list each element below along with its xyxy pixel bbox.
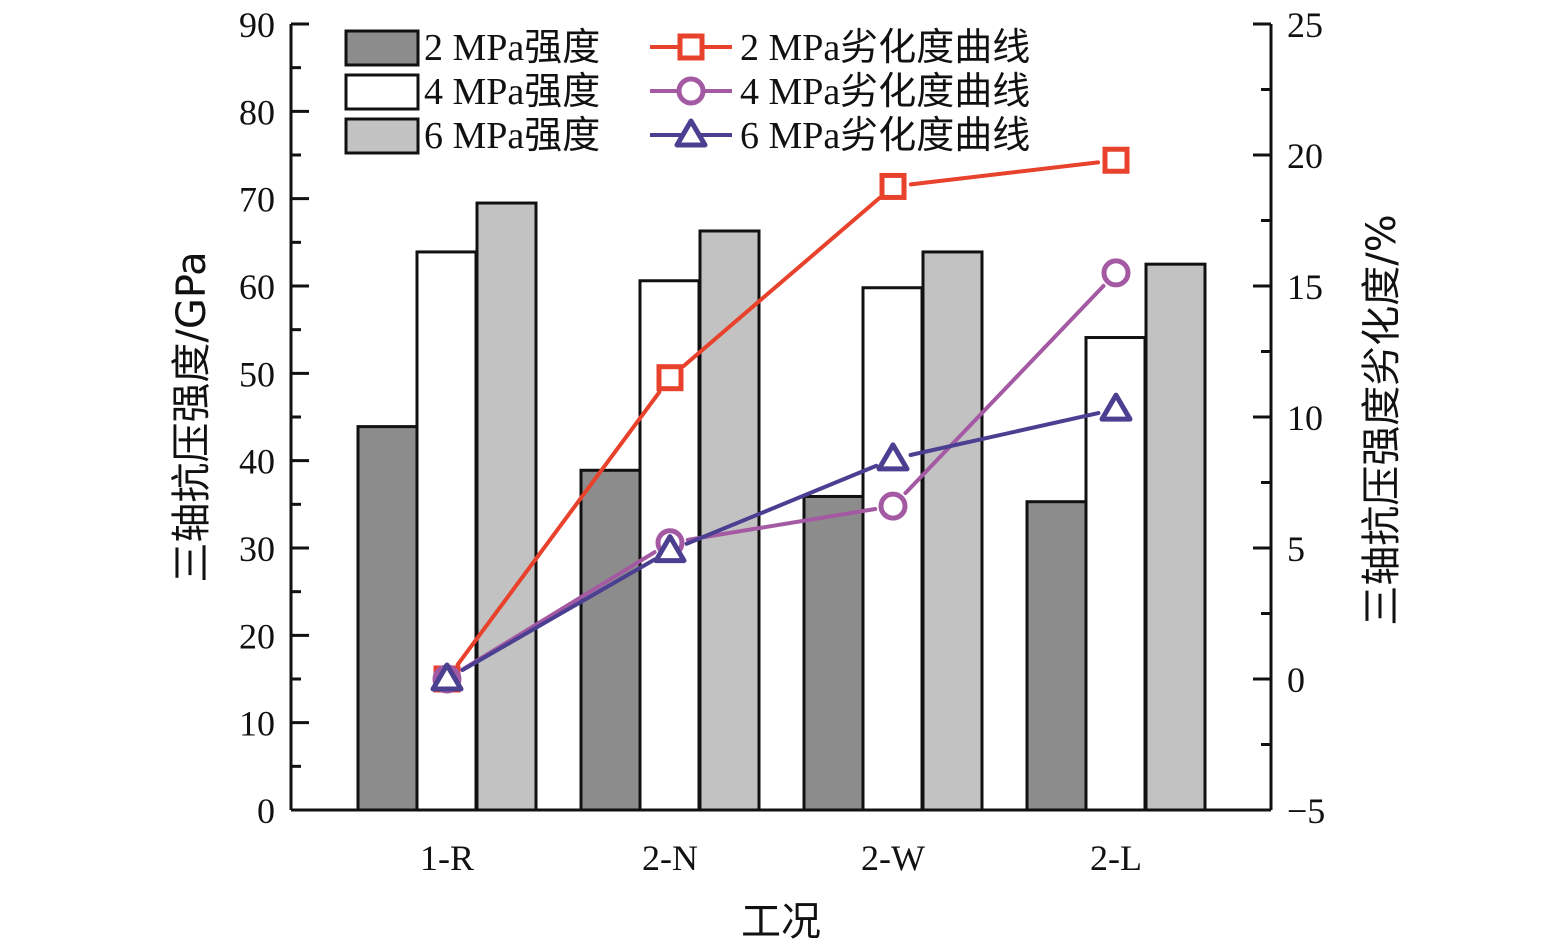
line-segment-circle: [903, 283, 1106, 496]
axes-layer: 0 10 20 30 40 50 60 70 80 90 −5 0 5 10 15 20 25 1-R 2-N 2-W…: [239, 5, 1325, 878]
x-tick-label: 1-R: [420, 838, 474, 878]
legend-marker-circle: [676, 76, 706, 106]
marker-triangle-1-R: [430, 662, 464, 692]
y-tick-label: 60: [239, 267, 275, 307]
y2-tick-label: 0: [1287, 660, 1305, 700]
line-segment-triangle: [684, 463, 879, 546]
legend-swatch-bar: [344, 117, 420, 155]
y2-tick-label: 25: [1287, 5, 1323, 45]
legend-label: 6 MPa劣化度曲线: [740, 115, 1030, 157]
line-segment-triangle: [460, 557, 657, 673]
bar-6MPa强度-1-R: [475, 201, 538, 812]
marker-triangle-2-L: [1099, 392, 1133, 422]
line-segment-square: [455, 390, 662, 667]
y-tick-label: 30: [239, 529, 275, 569]
y-tick-label: 90: [239, 5, 275, 45]
line-segment-square: [681, 196, 882, 368]
legend-label: 4 MPa强度: [424, 71, 600, 113]
bar-4MPa强度-2-W: [861, 286, 924, 812]
y2-tick-label: −5: [1287, 791, 1325, 831]
marker-triangle-2-W: [876, 442, 910, 472]
y-tick-label: 70: [239, 180, 275, 220]
x-tick-label: 2-L: [1090, 838, 1142, 878]
bar-6MPa强度-2-N: [698, 229, 761, 812]
x-tick-label: 2-W: [861, 838, 925, 878]
bar-2MPa强度-2-W: [802, 494, 865, 812]
bar-4MPa强度-1-R: [415, 250, 478, 812]
legend-swatch-bar: [344, 29, 420, 67]
legend-label: 4 MPa劣化度曲线: [740, 71, 1030, 113]
y-axis-title: 三轴抗压强度/GPa: [169, 251, 215, 582]
y-tick-label: 80: [239, 92, 275, 132]
y2-tick-label: 5: [1287, 529, 1305, 569]
x-axis-title: 工况: [741, 899, 821, 945]
marker-triangle-2-N: [653, 534, 687, 564]
y-tick-label: 50: [239, 354, 275, 394]
y2-axis-title: 三轴抗压强度劣化度/%: [1359, 214, 1405, 625]
bar-6MPa强度-2-L: [1144, 262, 1207, 812]
y-tick-label: 10: [239, 704, 275, 744]
y2-tick-label: 15: [1287, 267, 1323, 307]
y2-tick-label: 20: [1287, 136, 1323, 176]
bar-2MPa强度-2-L: [1025, 500, 1088, 812]
bar-6MPa强度-2-W: [921, 250, 984, 812]
y2-tick-label: 10: [1287, 398, 1323, 438]
legend-swatch-bar: [344, 73, 420, 111]
legend-label: 6 MPa强度: [424, 115, 600, 157]
marker-circle-2-L: [1101, 258, 1131, 288]
line-segment-circle: [685, 507, 878, 542]
legend-label: 2 MPa强度: [424, 27, 600, 69]
legend-marker-square: [677, 33, 705, 61]
marker-circle-2-W: [878, 491, 908, 521]
legend-label: 2 MPa劣化度曲线: [740, 27, 1030, 69]
bar-2MPa强度-2-N: [579, 468, 642, 812]
bar-2MPa强度-1-R: [356, 425, 419, 812]
line-segment-triangle: [908, 411, 1101, 457]
y-tick-label: 40: [239, 442, 275, 482]
y-tick-label: 20: [239, 616, 275, 656]
marker-square-2-L: [1102, 146, 1130, 174]
line-segment-square: [908, 160, 1101, 187]
lines-layer: [430, 146, 1133, 694]
legend-marker-triangle: [674, 118, 708, 148]
marker-square-2-N: [656, 364, 684, 392]
marker-square-2-W: [879, 172, 907, 200]
y-tick-label: 0: [257, 791, 275, 831]
x-tick-label: 2-N: [642, 838, 698, 878]
